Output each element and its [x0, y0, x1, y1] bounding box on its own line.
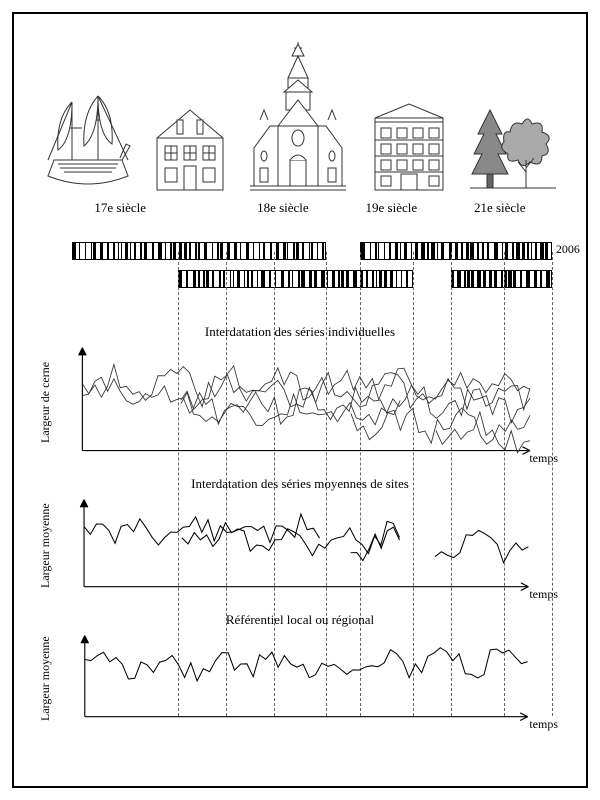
ring-bar [178, 270, 413, 288]
ship-icon [42, 90, 134, 194]
diagram-frame: 17e siècle 18e siècle 19e siècle 21e siè… [12, 12, 588, 788]
century-label: 21e siècle [446, 200, 554, 216]
chart-title: Référentiel local ou régional [38, 612, 562, 628]
y-axis-label: Largeur moyenne [38, 494, 58, 598]
illustration-row [38, 34, 562, 194]
century-label: 19e siècle [337, 200, 445, 216]
trees-icon [468, 100, 558, 194]
chart-2: Interdatation des séries moyennes de sit… [38, 476, 562, 598]
century-label: 18e siècle [229, 200, 337, 216]
century-labels: 17e siècle 18e siècle 19e siècle 21e siè… [38, 200, 562, 216]
x-axis-label: temps [529, 717, 558, 732]
year-marker: 2006 [556, 242, 580, 257]
ring-bar [451, 270, 552, 288]
x-axis-label: temps [529, 587, 558, 602]
barcode-area: 2006 [72, 242, 552, 314]
house-17-icon [151, 98, 229, 194]
chart-plot: temps [58, 342, 562, 462]
y-axis-label: Largeur de cerne [38, 342, 58, 462]
chart-title: Interdatation des séries individuelles [38, 324, 562, 340]
chart-title: Interdatation des séries moyennes de sit… [38, 476, 562, 492]
century-label: 17e siècle [66, 200, 174, 216]
ring-bar [360, 242, 552, 260]
building-19-icon [367, 94, 451, 194]
chart-plot: temps [58, 494, 562, 598]
church-icon [246, 42, 350, 194]
charts-area: Interdatation des séries individuelles L… [38, 324, 562, 728]
y-axis-label: Largeur moyenne [38, 630, 58, 728]
chart-3: Référentiel local ou régional Largeur mo… [38, 612, 562, 728]
chart-plot: temps [58, 630, 562, 728]
chart-1: Interdatation des séries individuelles L… [38, 324, 562, 462]
x-axis-label: temps [529, 451, 558, 466]
ring-bar [72, 242, 326, 260]
